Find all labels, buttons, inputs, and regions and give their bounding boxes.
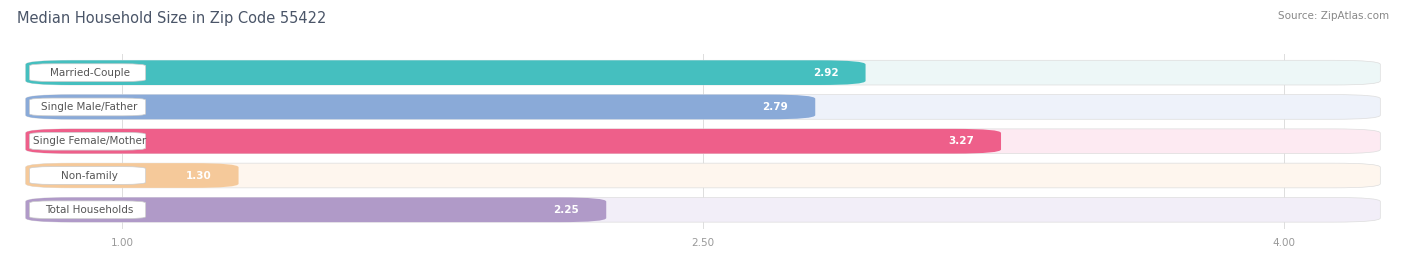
Text: 2.79: 2.79	[762, 102, 789, 112]
FancyBboxPatch shape	[25, 129, 1381, 154]
Text: 3.27: 3.27	[948, 136, 974, 146]
Text: Single Female/Mother: Single Female/Mother	[32, 136, 146, 146]
Text: 1.30: 1.30	[186, 171, 211, 180]
Text: Single Male/Father: Single Male/Father	[41, 102, 138, 112]
FancyBboxPatch shape	[25, 163, 239, 188]
FancyBboxPatch shape	[25, 95, 815, 119]
FancyBboxPatch shape	[25, 60, 866, 85]
FancyBboxPatch shape	[30, 132, 146, 150]
FancyBboxPatch shape	[25, 197, 606, 222]
Text: 2.25: 2.25	[554, 205, 579, 215]
FancyBboxPatch shape	[25, 197, 1381, 222]
FancyBboxPatch shape	[25, 163, 1381, 188]
FancyBboxPatch shape	[30, 98, 146, 116]
Text: Median Household Size in Zip Code 55422: Median Household Size in Zip Code 55422	[17, 11, 326, 26]
FancyBboxPatch shape	[30, 201, 146, 219]
FancyBboxPatch shape	[25, 60, 1381, 85]
FancyBboxPatch shape	[30, 64, 146, 82]
FancyBboxPatch shape	[25, 95, 1381, 119]
Text: Source: ZipAtlas.com: Source: ZipAtlas.com	[1278, 11, 1389, 21]
Text: Total Households: Total Households	[45, 205, 134, 215]
FancyBboxPatch shape	[30, 167, 146, 184]
Text: Married-Couple: Married-Couple	[49, 68, 129, 78]
Text: 2.92: 2.92	[813, 68, 838, 78]
Text: Non-family: Non-family	[60, 171, 118, 180]
FancyBboxPatch shape	[25, 129, 1001, 154]
